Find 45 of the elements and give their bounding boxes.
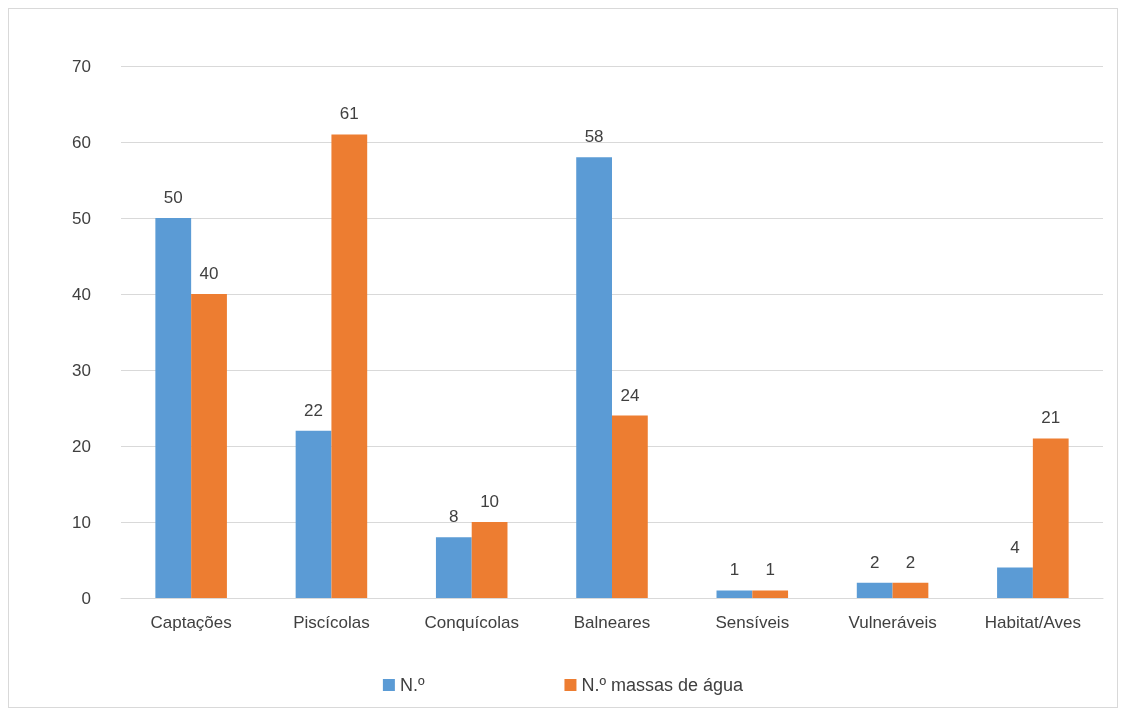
x-tick-label: Balneares (573, 613, 651, 632)
bar (155, 218, 192, 598)
y-tick-label: 10 (72, 512, 91, 532)
data-label: 4 (1010, 537, 1020, 557)
data-label: 21 (1041, 408, 1061, 428)
x-tick-label: Captações (150, 613, 232, 632)
y-tick-label: 60 (72, 132, 91, 152)
legend-label: N.º massas de água (581, 675, 745, 695)
data-label: 1 (765, 560, 775, 580)
x-tick-label: Piscícolas (293, 613, 370, 632)
data-label: 24 (620, 385, 640, 405)
y-tick-label: 30 (72, 360, 91, 380)
bar (716, 590, 753, 598)
bar (997, 567, 1033, 598)
data-label: 50 (163, 188, 183, 207)
y-tick-label: 50 (72, 208, 91, 228)
bar (752, 590, 789, 598)
y-tick-label: 0 (81, 588, 91, 608)
bar (856, 582, 893, 598)
y-tick-label: 70 (72, 56, 91, 76)
legend-label: N.º (399, 675, 425, 695)
bar (576, 157, 612, 598)
bar (295, 430, 332, 598)
bar (191, 294, 227, 598)
data-label: 22 (304, 400, 323, 420)
data-label: 2 (869, 552, 880, 572)
data-label: 58 (584, 127, 604, 147)
bar (612, 415, 648, 598)
data-label: 1 (729, 560, 740, 580)
bar (435, 537, 472, 598)
bar (1032, 438, 1069, 598)
x-tick-label: Vulneráveis (848, 613, 937, 632)
data-label: 2 (905, 552, 916, 572)
data-label: 61 (339, 104, 359, 124)
data-label: 10 (480, 492, 500, 511)
x-tick-label: Sensíveis (715, 613, 790, 632)
data-label: 40 (199, 264, 219, 283)
data-label: 8 (449, 507, 459, 527)
x-tick-label: Conquícolas (424, 613, 519, 632)
bar (471, 522, 508, 598)
x-tick-label: Habitat/Aves (984, 613, 1081, 632)
y-tick-label: 20 (72, 436, 91, 456)
bar (892, 582, 929, 598)
bar (331, 134, 368, 598)
y-tick-label: 40 (72, 284, 91, 304)
